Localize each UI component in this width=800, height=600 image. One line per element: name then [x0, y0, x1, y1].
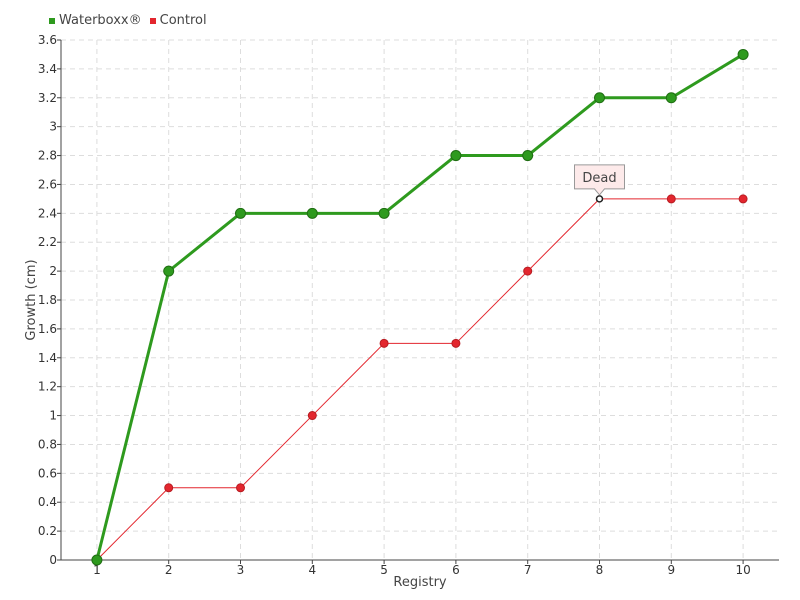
y-tick-label: 3.4: [38, 62, 57, 76]
annotation-label: Dead: [582, 171, 616, 186]
series-line-waterboxx: [95, 53, 744, 561]
x-tick-label: 1: [93, 563, 101, 577]
x-tick-label: 3: [237, 563, 245, 577]
y-tick-label: 2: [49, 264, 57, 278]
y-tick-label: 2.2: [38, 235, 57, 249]
x-tick-label: 6: [452, 563, 460, 577]
data-point-control[interactable]: [523, 266, 533, 276]
y-tick-label: 1.6: [38, 322, 57, 336]
y-tick-label: 0: [49, 553, 57, 567]
y-tick-label: 2.6: [38, 177, 57, 191]
legend-label-waterboxx: Waterboxx®: [59, 13, 142, 28]
legend-swatch-waterboxx: [49, 17, 55, 24]
y-tick-label: 0.2: [38, 524, 57, 538]
data-point-waterboxx[interactable]: [235, 207, 246, 219]
data-point-control[interactable]: [236, 483, 245, 493]
y-tick-label: 1.2: [38, 380, 57, 394]
x-tick-label: 2: [165, 563, 173, 577]
y-tick-label: 0.4: [38, 495, 57, 509]
data-point-control[interactable]: [738, 194, 748, 204]
x-tick-label: 10: [735, 563, 750, 577]
series-line-control: [96, 198, 744, 561]
y-tick-label: 0.6: [38, 466, 57, 480]
y-tick-label: 3.2: [38, 91, 57, 105]
x-tick-label: 8: [596, 563, 604, 577]
x-tick-label: 9: [667, 563, 675, 577]
data-point-waterboxx[interactable]: [737, 48, 749, 60]
data-point-waterboxx[interactable]: [163, 265, 175, 277]
legend-item-waterboxx[interactable]: Waterboxx®: [49, 13, 142, 28]
data-point-waterboxx[interactable]: [522, 150, 534, 162]
y-tick-label: 3: [49, 120, 57, 134]
legend: Waterboxx® Control: [49, 13, 215, 28]
y-tick-label: 2.8: [38, 149, 57, 163]
data-point-waterboxx[interactable]: [378, 207, 390, 219]
data-point-waterboxx[interactable]: [450, 150, 462, 162]
x-tick-label: 5: [380, 563, 388, 577]
x-tick-label: 7: [524, 563, 532, 577]
data-point-control[interactable]: [666, 194, 676, 204]
data-point-control[interactable]: [307, 411, 317, 421]
y-tick-label: 3.6: [38, 33, 57, 47]
y-tick-label: 1.4: [38, 351, 57, 365]
data-point-control[interactable]: [595, 195, 604, 203]
legend-item-control[interactable]: Control: [149, 13, 207, 28]
y-tick-label: 1.8: [38, 293, 57, 307]
annotation-callout: [574, 164, 625, 196]
data-point-waterboxx[interactable]: [594, 92, 605, 104]
legend-label-control: Control: [159, 13, 207, 28]
y-axis-label: Growth (cm): [24, 259, 39, 340]
legend-swatch-control: [149, 17, 156, 24]
x-axis-label: Registry: [393, 575, 447, 590]
data-point-control[interactable]: [451, 338, 461, 348]
data-point-control[interactable]: [164, 483, 174, 493]
data-point-waterboxx[interactable]: [91, 554, 103, 566]
data-point-waterboxx[interactable]: [306, 207, 318, 219]
data-point-control[interactable]: [379, 338, 389, 348]
y-tick-label: 0.8: [38, 437, 57, 451]
y-tick-label: 2.4: [38, 206, 57, 220]
x-tick-label: 4: [308, 563, 316, 577]
y-tick-label: 1: [49, 409, 57, 423]
data-point-waterboxx[interactable]: [665, 92, 677, 104]
